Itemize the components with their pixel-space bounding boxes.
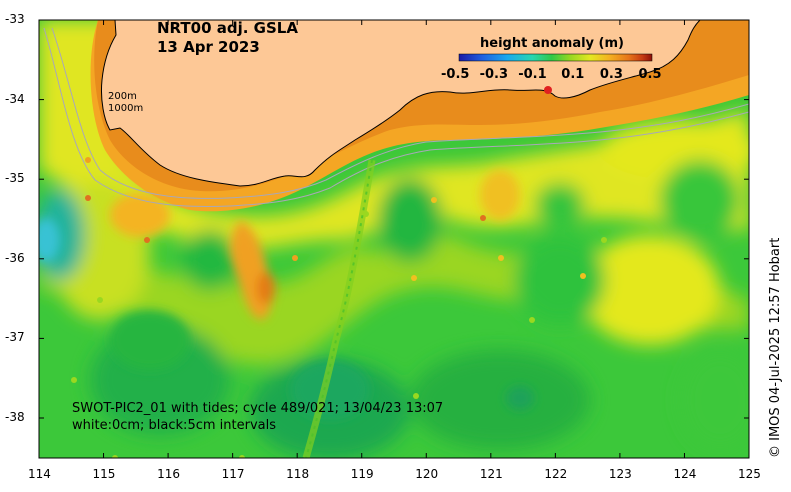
x-tick-label: 116 [157,467,180,481]
x-tick-label: 118 [286,467,310,481]
x-tick-label: 120 [415,467,439,481]
x-tick-label: 122 [544,467,568,481]
obs-marker [580,273,586,279]
y-tick-label: -33 [5,12,25,26]
map-field [39,20,749,458]
colorbar-tick-label: -0.3 [479,67,509,82]
y-tick-label: -35 [5,171,25,186]
obs-marker [239,455,245,458]
obs-marker [85,157,91,163]
map-date: 13 Apr 2023 [157,38,260,56]
anomaly-field [39,20,749,458]
obs-markers [71,86,607,458]
isobath-1000 [43,27,749,208]
x-axis-ticks [38,20,750,458]
obs-marker [71,377,77,383]
land-australia [101,20,701,187]
isobath-200 [51,27,749,199]
colorbar-tick-label: -0.5 [441,67,470,82]
swot-info: SWOT-PIC2_01 with tides; cycle 489/021; … [72,401,444,416]
y-tick-label: -37 [5,330,25,345]
colorbar-title: height anomaly (m) [480,36,624,51]
x-tick-label: 115 [92,467,116,481]
swot-contour-note: white:0cm; black:5cm intervals [72,418,276,433]
obs-marker [601,237,607,243]
obs-marker [144,237,150,243]
obs-marker [498,255,504,261]
isobath-200-label: 200m [108,91,137,102]
anomaly-detail [39,170,534,420]
obs-marker [544,86,552,94]
obs-marker [363,211,369,217]
y-axis-ticks [39,19,749,419]
y-tick-label: -36 [5,250,25,265]
x-tick-label: 121 [479,467,503,481]
x-tick-label: 117 [221,467,245,481]
obs-marker [529,317,535,323]
colorbar-tick-label: -0.1 [518,67,547,82]
colorbar [458,53,653,62]
obs-marker [413,393,419,399]
y-tick-label: -34 [5,91,25,106]
obs-marker [480,215,486,221]
x-tick-label: 123 [608,467,632,481]
map-title: NRT00 adj. GSLA [157,19,298,37]
colorbar-tick-label: 0.5 [638,67,662,82]
isobath-1000-label: 1000m [108,103,144,114]
obs-marker [85,195,91,201]
y-tick-label: -38 [5,410,25,424]
x-tick-label: 125 [738,467,761,481]
x-tick-label: 114 [28,467,51,481]
imos-credit: © IMOS 04-Jul-2025 12:57 Hobart [768,237,783,458]
swot-swath-dots [305,159,373,458]
x-tick-label: 119 [350,467,374,481]
x-tick-label: 124 [673,467,697,481]
colorbar-tick-label: 0.1 [561,67,585,82]
obs-marker [411,275,417,281]
obs-marker [112,455,118,458]
obs-marker [431,197,437,203]
colorbar-tick-label: 0.3 [599,67,623,82]
obs-marker [97,297,103,303]
obs-marker [292,255,298,261]
plot-frame [38,19,750,459]
